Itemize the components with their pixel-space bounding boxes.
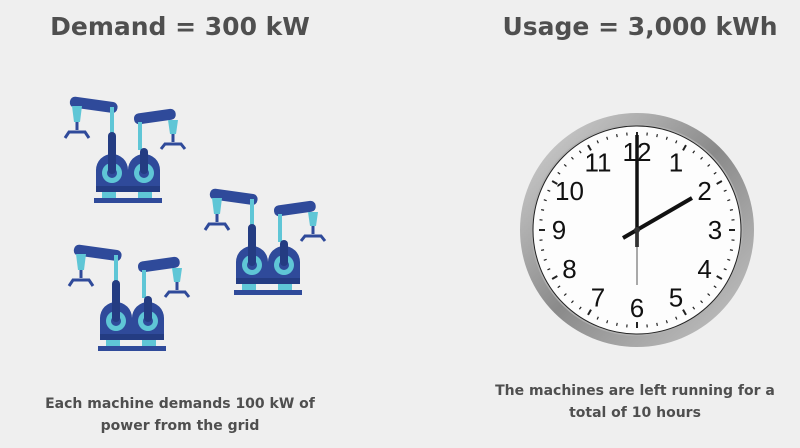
clock-numeral: 8 xyxy=(562,254,576,284)
clock-tick xyxy=(682,309,687,316)
clock-tick xyxy=(541,249,545,251)
clock-numeral: 4 xyxy=(697,254,711,284)
clock-tick xyxy=(707,163,711,167)
demand-title: Demand = 300 kW xyxy=(50,12,310,41)
clock-tick xyxy=(541,209,545,211)
clock-tick xyxy=(616,322,618,326)
clock-tick xyxy=(675,140,678,144)
clock-numeral: 2 xyxy=(697,176,711,206)
usage-title: Usage = 3,000 kWh xyxy=(502,12,778,41)
clock-numeral: 3 xyxy=(708,215,722,245)
clock-tick xyxy=(578,150,582,154)
machine-icon-2 xyxy=(203,186,327,297)
clock-tick xyxy=(727,199,731,202)
clock-tick xyxy=(587,144,592,151)
machine-icon-1 xyxy=(63,94,187,205)
clock-tick xyxy=(716,275,723,280)
clock-tick xyxy=(547,189,551,192)
clock-tick xyxy=(616,134,618,138)
demand-caption: Each machine demands 100 kW of power fro… xyxy=(20,393,340,437)
clock-tick xyxy=(682,144,687,151)
clock-tick xyxy=(547,268,551,271)
clock-numeral: 5 xyxy=(669,283,683,313)
clock-tick xyxy=(675,316,678,320)
machine-icon-3 xyxy=(67,242,191,353)
clock-tick xyxy=(557,285,561,289)
clock-tick xyxy=(727,258,731,261)
clock-numeral: 9 xyxy=(552,215,566,245)
clock-tick xyxy=(596,316,599,320)
usage-caption-line1: The machines are left running for a xyxy=(495,383,775,399)
clock-numeral: 10 xyxy=(555,176,584,206)
clock-tick xyxy=(656,134,658,138)
clock-tick xyxy=(570,156,574,160)
demand-caption-line1: Each machine demands 100 kW of xyxy=(45,396,315,412)
clock-tick xyxy=(700,156,704,160)
clock-tick xyxy=(723,189,727,192)
clock-tick xyxy=(729,209,733,211)
clock-tick xyxy=(723,268,727,271)
clock-tick xyxy=(596,140,599,144)
clock-numeral: 11 xyxy=(585,147,612,177)
clock-tick xyxy=(606,136,609,140)
clock-numeral: 1 xyxy=(669,147,683,177)
clock-tick xyxy=(563,163,567,167)
clock-tick xyxy=(551,180,558,185)
clock-numeral: 6 xyxy=(630,293,644,323)
clock-tick xyxy=(551,275,558,280)
clock-tick xyxy=(665,320,668,324)
clock-tick xyxy=(656,322,658,326)
clock-numeral: 7 xyxy=(591,283,605,313)
clock-tick xyxy=(707,293,711,297)
clock-tick xyxy=(692,306,696,310)
usage-caption: The machines are left running for a tota… xyxy=(470,380,800,424)
demand-caption-line2: power from the grid xyxy=(100,418,260,434)
clock-tick xyxy=(665,136,668,140)
clock-tick xyxy=(563,293,567,297)
clock-tick xyxy=(692,150,696,154)
clock-tick xyxy=(543,199,547,202)
clock-tick xyxy=(557,171,561,175)
clock-tick xyxy=(587,309,592,316)
clock-tick xyxy=(700,300,704,304)
clock-tick xyxy=(543,258,547,261)
clock-tick xyxy=(578,306,582,310)
clock-tick xyxy=(713,171,717,175)
clock-tick xyxy=(713,285,717,289)
clock-tick xyxy=(716,180,723,185)
clock-tick xyxy=(570,300,574,304)
clock-tick xyxy=(606,320,609,324)
usage-caption-line2: total of 10 hours xyxy=(569,405,701,421)
clock-tick xyxy=(729,249,733,251)
